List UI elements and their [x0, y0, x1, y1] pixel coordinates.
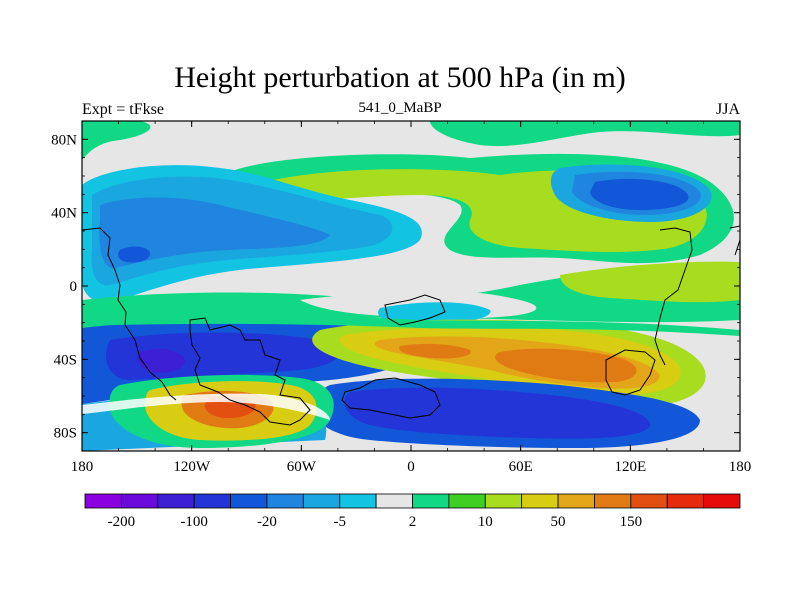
lon-tick-label: 120E	[614, 459, 646, 475]
lat-tick-label: 80S	[54, 426, 77, 442]
contour-blue-dark	[590, 178, 689, 210]
contour-neutral-east	[690, 378, 740, 451]
colorbar-swatch	[594, 493, 632, 509]
contour-field	[82, 121, 740, 451]
colorbar-swatch	[666, 493, 705, 509]
contour-white-band	[82, 393, 330, 420]
contour-lime-tropics	[560, 261, 740, 303]
lat-tick-label: 80N	[51, 132, 77, 148]
colorbar-swatch	[484, 493, 523, 509]
colorbar-swatch	[412, 493, 450, 509]
colorbar-swatch	[375, 493, 413, 509]
colorbar-label: -20	[257, 514, 277, 530]
colorbar-swatch	[339, 493, 377, 509]
lon-tick-label: 180	[729, 459, 752, 475]
coastline-asia-east	[654, 227, 693, 366]
colorbar-label: 10	[478, 514, 493, 530]
lon-tick-label: 120W	[173, 459, 211, 475]
coastline-pacific-west	[82, 227, 177, 401]
longitude-axis: 180 120W 60W 0 60E 120E 180	[71, 121, 752, 475]
colorbar-swatch	[521, 493, 559, 509]
colorbar-label: 150	[620, 514, 643, 530]
coastline-east-edge	[729, 225, 740, 256]
contour-green-north	[430, 121, 740, 147]
contour-blue-west-deep	[118, 246, 151, 263]
lat-tick-label: 40S	[54, 352, 77, 368]
colorbar-swatch	[703, 493, 741, 509]
colorbar-swatch	[120, 493, 159, 509]
colorbar-swatch	[84, 493, 122, 509]
season-label: JJA	[715, 101, 740, 118]
colorbar-swatch	[266, 493, 304, 509]
colorbar-swatch	[557, 493, 595, 509]
contour-deepblue-south-mid	[344, 387, 650, 439]
lon-tick-label: 60E	[509, 459, 533, 475]
colorbar-swatch	[230, 493, 268, 509]
colorbar-label: -100	[180, 514, 208, 530]
coastline-africa	[384, 294, 446, 326]
colorbar-label: 50	[551, 514, 566, 530]
coastline-australia	[605, 349, 656, 396]
colorbar-label: 2	[409, 514, 417, 530]
lat-tick-label: 0	[70, 279, 78, 295]
contour-green-band	[82, 314, 740, 336]
contour-darkorange-south	[495, 348, 637, 383]
contour-green-north	[82, 121, 151, 160]
lon-tick-label: 180	[71, 459, 94, 475]
lon-tick-label: 0	[407, 459, 415, 475]
colorbar-swatch	[630, 493, 668, 509]
contour-purple-south	[137, 348, 186, 373]
contour-blue-west-core	[99, 197, 330, 269]
colorbar-swatch	[448, 493, 486, 509]
coastline-south-america	[189, 317, 311, 426]
colorbar-swatch	[193, 493, 231, 509]
contour-darkorange-south2	[399, 343, 471, 359]
experiment-label: Expt = tFkse	[82, 101, 164, 118]
map-title: Height perturbation at 500 hPa (in m)	[174, 61, 626, 94]
colorbar-label: -5	[333, 514, 346, 530]
coastlines	[82, 225, 740, 426]
colorbar-swatch	[157, 493, 195, 509]
colorbar-swatch	[302, 493, 341, 509]
colorbar: -200 -100 -20 -5 2 10 50 150	[84, 493, 741, 530]
colorbar-label: -200	[108, 514, 136, 530]
latitude-axis: 80N 40N 0 40S 80S	[51, 132, 740, 442]
coastline-antarctic-west	[341, 377, 441, 419]
lat-tick-label: 40N	[51, 206, 77, 222]
lon-tick-label: 60W	[287, 459, 317, 475]
period-label: 541_0_MaBP	[358, 100, 442, 116]
